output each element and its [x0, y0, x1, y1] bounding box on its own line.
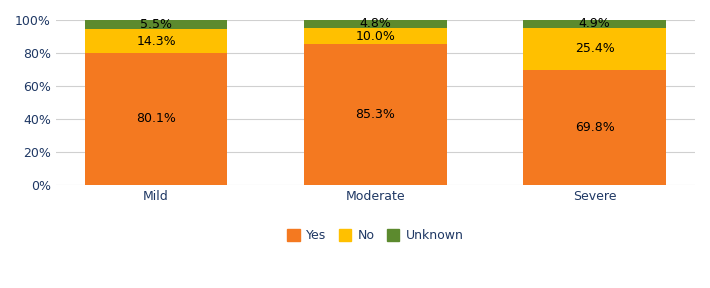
Bar	[84, 29, 227, 53]
Text: 85.3%: 85.3%	[356, 108, 395, 121]
Text: 80.1%: 80.1%	[136, 112, 176, 125]
Text: 4.8%: 4.8%	[359, 17, 391, 30]
Text: 14.3%: 14.3%	[136, 35, 176, 48]
Text: 25.4%: 25.4%	[575, 42, 615, 55]
Bar	[304, 44, 447, 185]
Bar	[523, 20, 666, 28]
Bar	[523, 28, 666, 70]
Text: 5.5%: 5.5%	[140, 18, 172, 31]
Bar	[84, 53, 227, 185]
Text: 69.8%: 69.8%	[575, 121, 615, 134]
Bar	[84, 20, 227, 29]
Legend: Yes, No, Unknown: Yes, No, Unknown	[282, 224, 469, 247]
Bar	[523, 70, 666, 185]
Bar	[304, 20, 447, 28]
Text: 10.0%: 10.0%	[356, 29, 395, 43]
Bar	[304, 28, 447, 44]
Text: 4.9%: 4.9%	[579, 17, 611, 30]
